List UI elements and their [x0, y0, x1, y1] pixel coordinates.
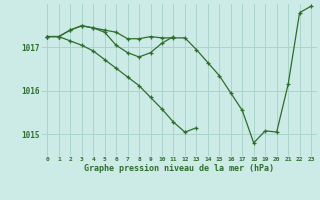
- X-axis label: Graphe pression niveau de la mer (hPa): Graphe pression niveau de la mer (hPa): [84, 164, 274, 173]
